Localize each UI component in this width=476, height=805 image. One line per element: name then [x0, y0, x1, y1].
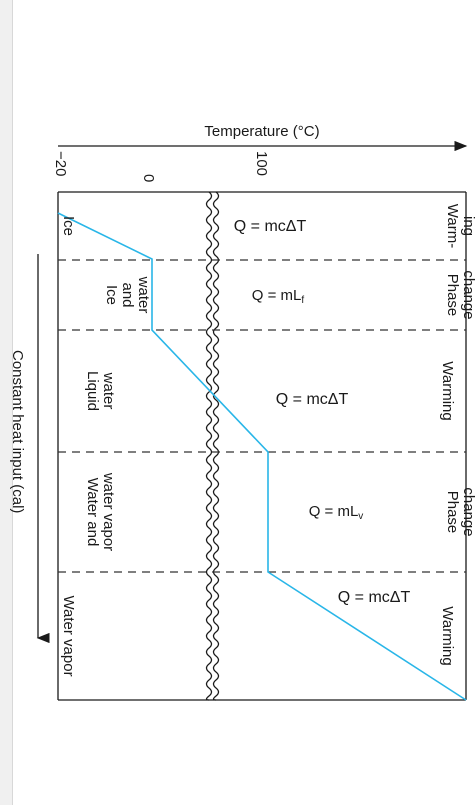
tick-label-minus20: −20	[52, 151, 69, 176]
column-label-warming-vapor: Warming	[439, 606, 456, 665]
state-label-water-and-vapor: Water andwater vapor	[84, 472, 117, 551]
equation-warming-water: Q = mcΔT	[276, 391, 349, 408]
state-label-liquid-water: Liquidwater	[84, 371, 117, 411]
equation-warming-ice: Q = mcΔT	[234, 218, 307, 235]
equation-warming-vapor: Q = mcΔT	[338, 589, 411, 606]
column-label-phase-change-boil: Phasechange	[444, 487, 476, 536]
heating-curve	[57, 212, 467, 701]
column-label-phase-change-melt: Phasechange	[444, 270, 476, 319]
state-label-water-vapor: Water vapor	[60, 595, 77, 676]
left-margin-strip	[0, 0, 12, 805]
tick-label-0: 0	[140, 174, 157, 182]
column-label-warming-ice: Warm-ing	[444, 204, 476, 248]
state-label-ice-and-water: Iceandwater	[103, 276, 152, 314]
equation-fusion: Q = mLf	[252, 287, 305, 306]
state-label-ice: Ice	[60, 216, 77, 236]
axis-break-line-right	[212, 191, 220, 701]
tick-label-100: 100	[253, 151, 270, 176]
axis-break-line-left	[205, 191, 213, 701]
temperature-axis-label: Temperature (°C)	[204, 123, 319, 140]
heat-input-axis-label: Constant heat input (cal)	[9, 350, 26, 513]
left-margin-border	[12, 0, 13, 805]
column-label-warming-water: Warming	[439, 361, 456, 420]
equation-vaporization: Q = mLv	[309, 503, 364, 522]
